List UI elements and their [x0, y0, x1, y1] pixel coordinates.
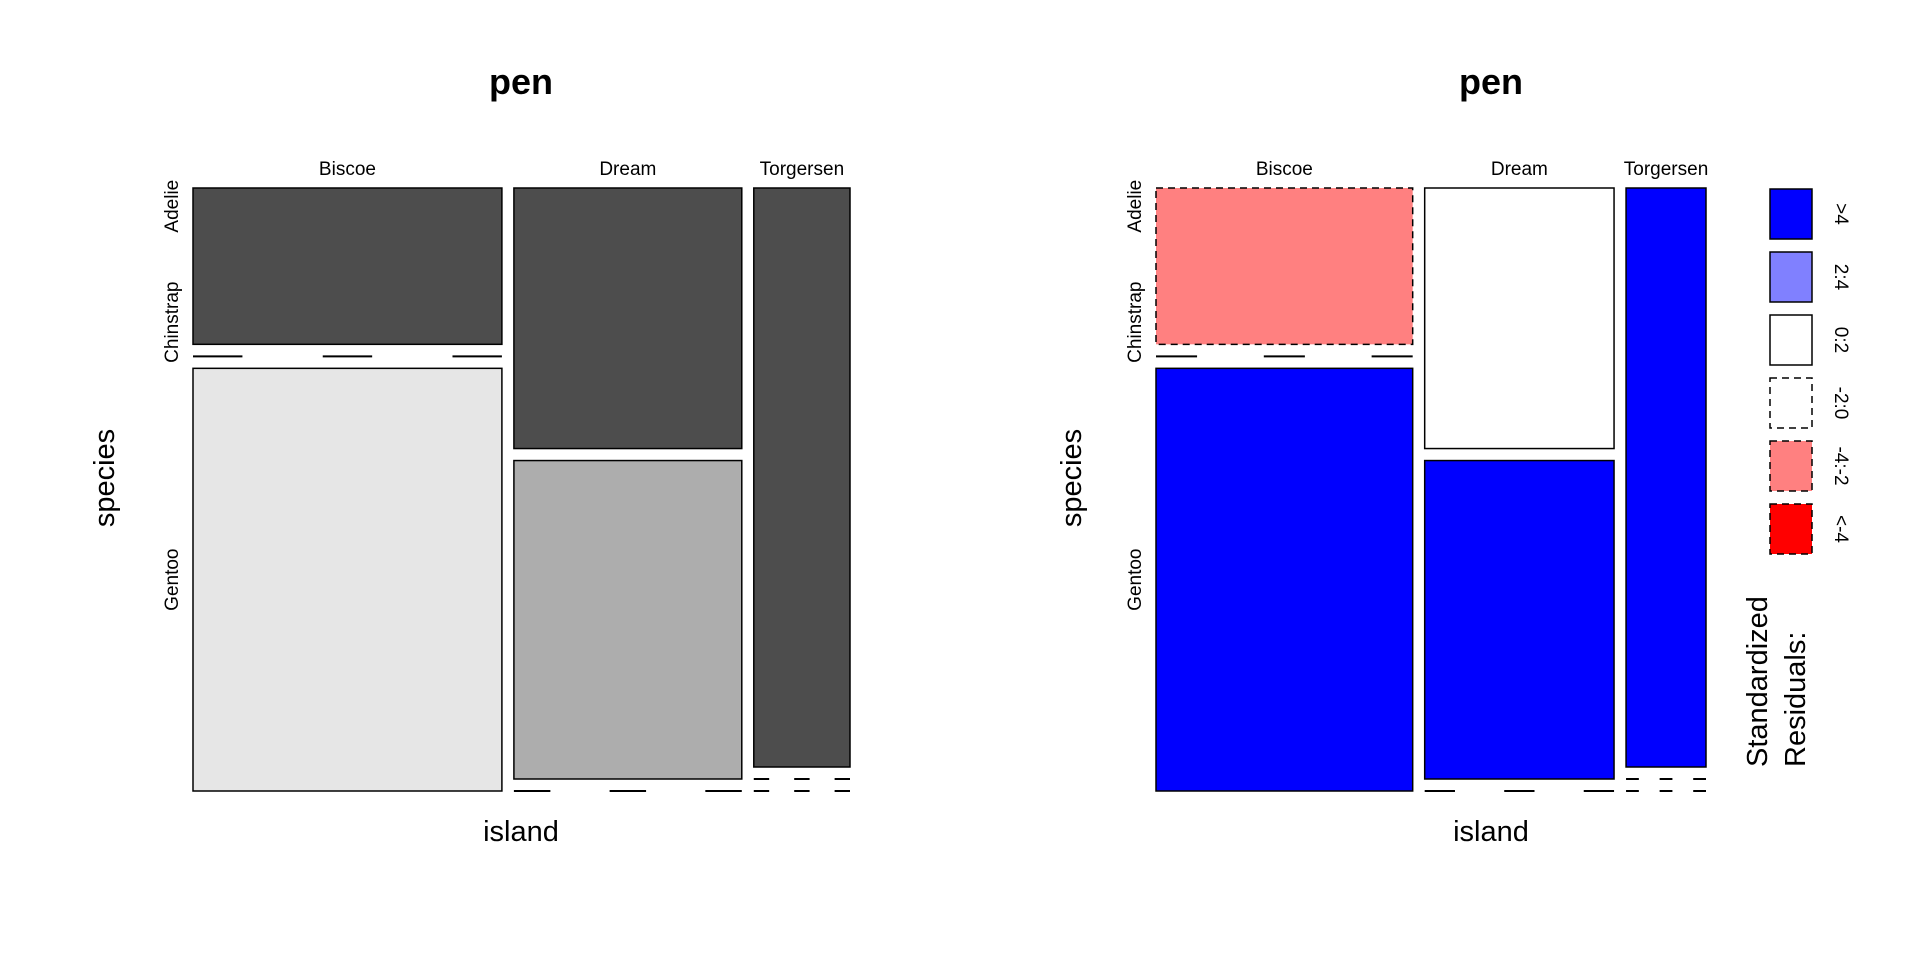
x-axis-label: island	[1453, 816, 1529, 848]
legend-label-1: >4	[1830, 203, 1851, 225]
mosaic-cell-biscoe-adelie	[192, 187, 503, 346]
x-tick-label-torgersen: Torgersen	[760, 159, 845, 180]
y-tick-label-gentoo: Gentoo	[1125, 549, 1146, 611]
legend-label-5: -4:-2	[1830, 446, 1851, 485]
mosaic-panel-2: pen island species Biscoe Dream Torgersen Adel…	[1056, 61, 1851, 848]
x-tick-label-dream: Dream	[1491, 159, 1548, 180]
legend-label-2: 2:4	[1830, 264, 1851, 291]
mosaic-cell-biscoe-gentoo	[1155, 367, 1414, 792]
legend-swatch-5	[1769, 440, 1813, 492]
x-tick-label-biscoe: Biscoe	[1256, 159, 1313, 180]
mosaic-cell-dream-chinstrap	[513, 459, 743, 780]
x-axis-label: island	[483, 816, 559, 848]
legend: >4 2:4 0:2 -2:0 -4:-2 <-4 Standardized Residual…	[1742, 188, 1851, 767]
chart-title: pen	[1459, 61, 1523, 102]
mosaic-cell-biscoe-gentoo	[192, 367, 503, 792]
mosaic-cell-dream-adelie	[513, 187, 743, 450]
y-axis-label: species	[89, 429, 121, 527]
legend-swatch-4	[1769, 377, 1813, 429]
legend-label-3: 0:2	[1830, 327, 1851, 353]
chart-title: pen	[489, 61, 553, 102]
y-tick-label-chinstrap: Chinstrap	[162, 282, 183, 363]
y-tick-label-adelie: Adelie	[1125, 180, 1146, 233]
y-axis-label: species	[1056, 429, 1088, 527]
mosaic-cell-torgersen-adelie	[1625, 187, 1707, 768]
legend-swatch-1	[1769, 188, 1813, 240]
y-tick-label-adelie: Adelie	[162, 180, 183, 233]
legend-swatch-6	[1769, 503, 1813, 555]
legend-label-4: -2:0	[1830, 387, 1851, 420]
y-tick-label-gentoo: Gentoo	[162, 549, 183, 611]
mosaic-cell-dream-chinstrap	[1423, 459, 1615, 780]
mosaic-cell-dream-adelie	[1423, 187, 1615, 450]
x-tick-label-torgersen: Torgersen	[1624, 159, 1709, 180]
mosaic-panel-1: pen island species Biscoe Dream Torgersen Adel…	[89, 61, 851, 848]
legend-label-6: <-4	[1830, 515, 1851, 543]
legend-swatch-3	[1769, 314, 1813, 366]
legend-swatch-2	[1769, 251, 1813, 303]
legend-title-line-1: Standardized	[1742, 596, 1774, 767]
legend-title-line-2: Residuals:	[1780, 632, 1812, 767]
y-tick-label-chinstrap: Chinstrap	[1125, 282, 1146, 363]
mosaic-cell-torgersen-adelie	[753, 187, 851, 768]
x-tick-label-dream: Dream	[599, 159, 656, 180]
mosaic-cell-biscoe-adelie	[1155, 187, 1414, 346]
x-tick-label-biscoe: Biscoe	[319, 159, 376, 180]
